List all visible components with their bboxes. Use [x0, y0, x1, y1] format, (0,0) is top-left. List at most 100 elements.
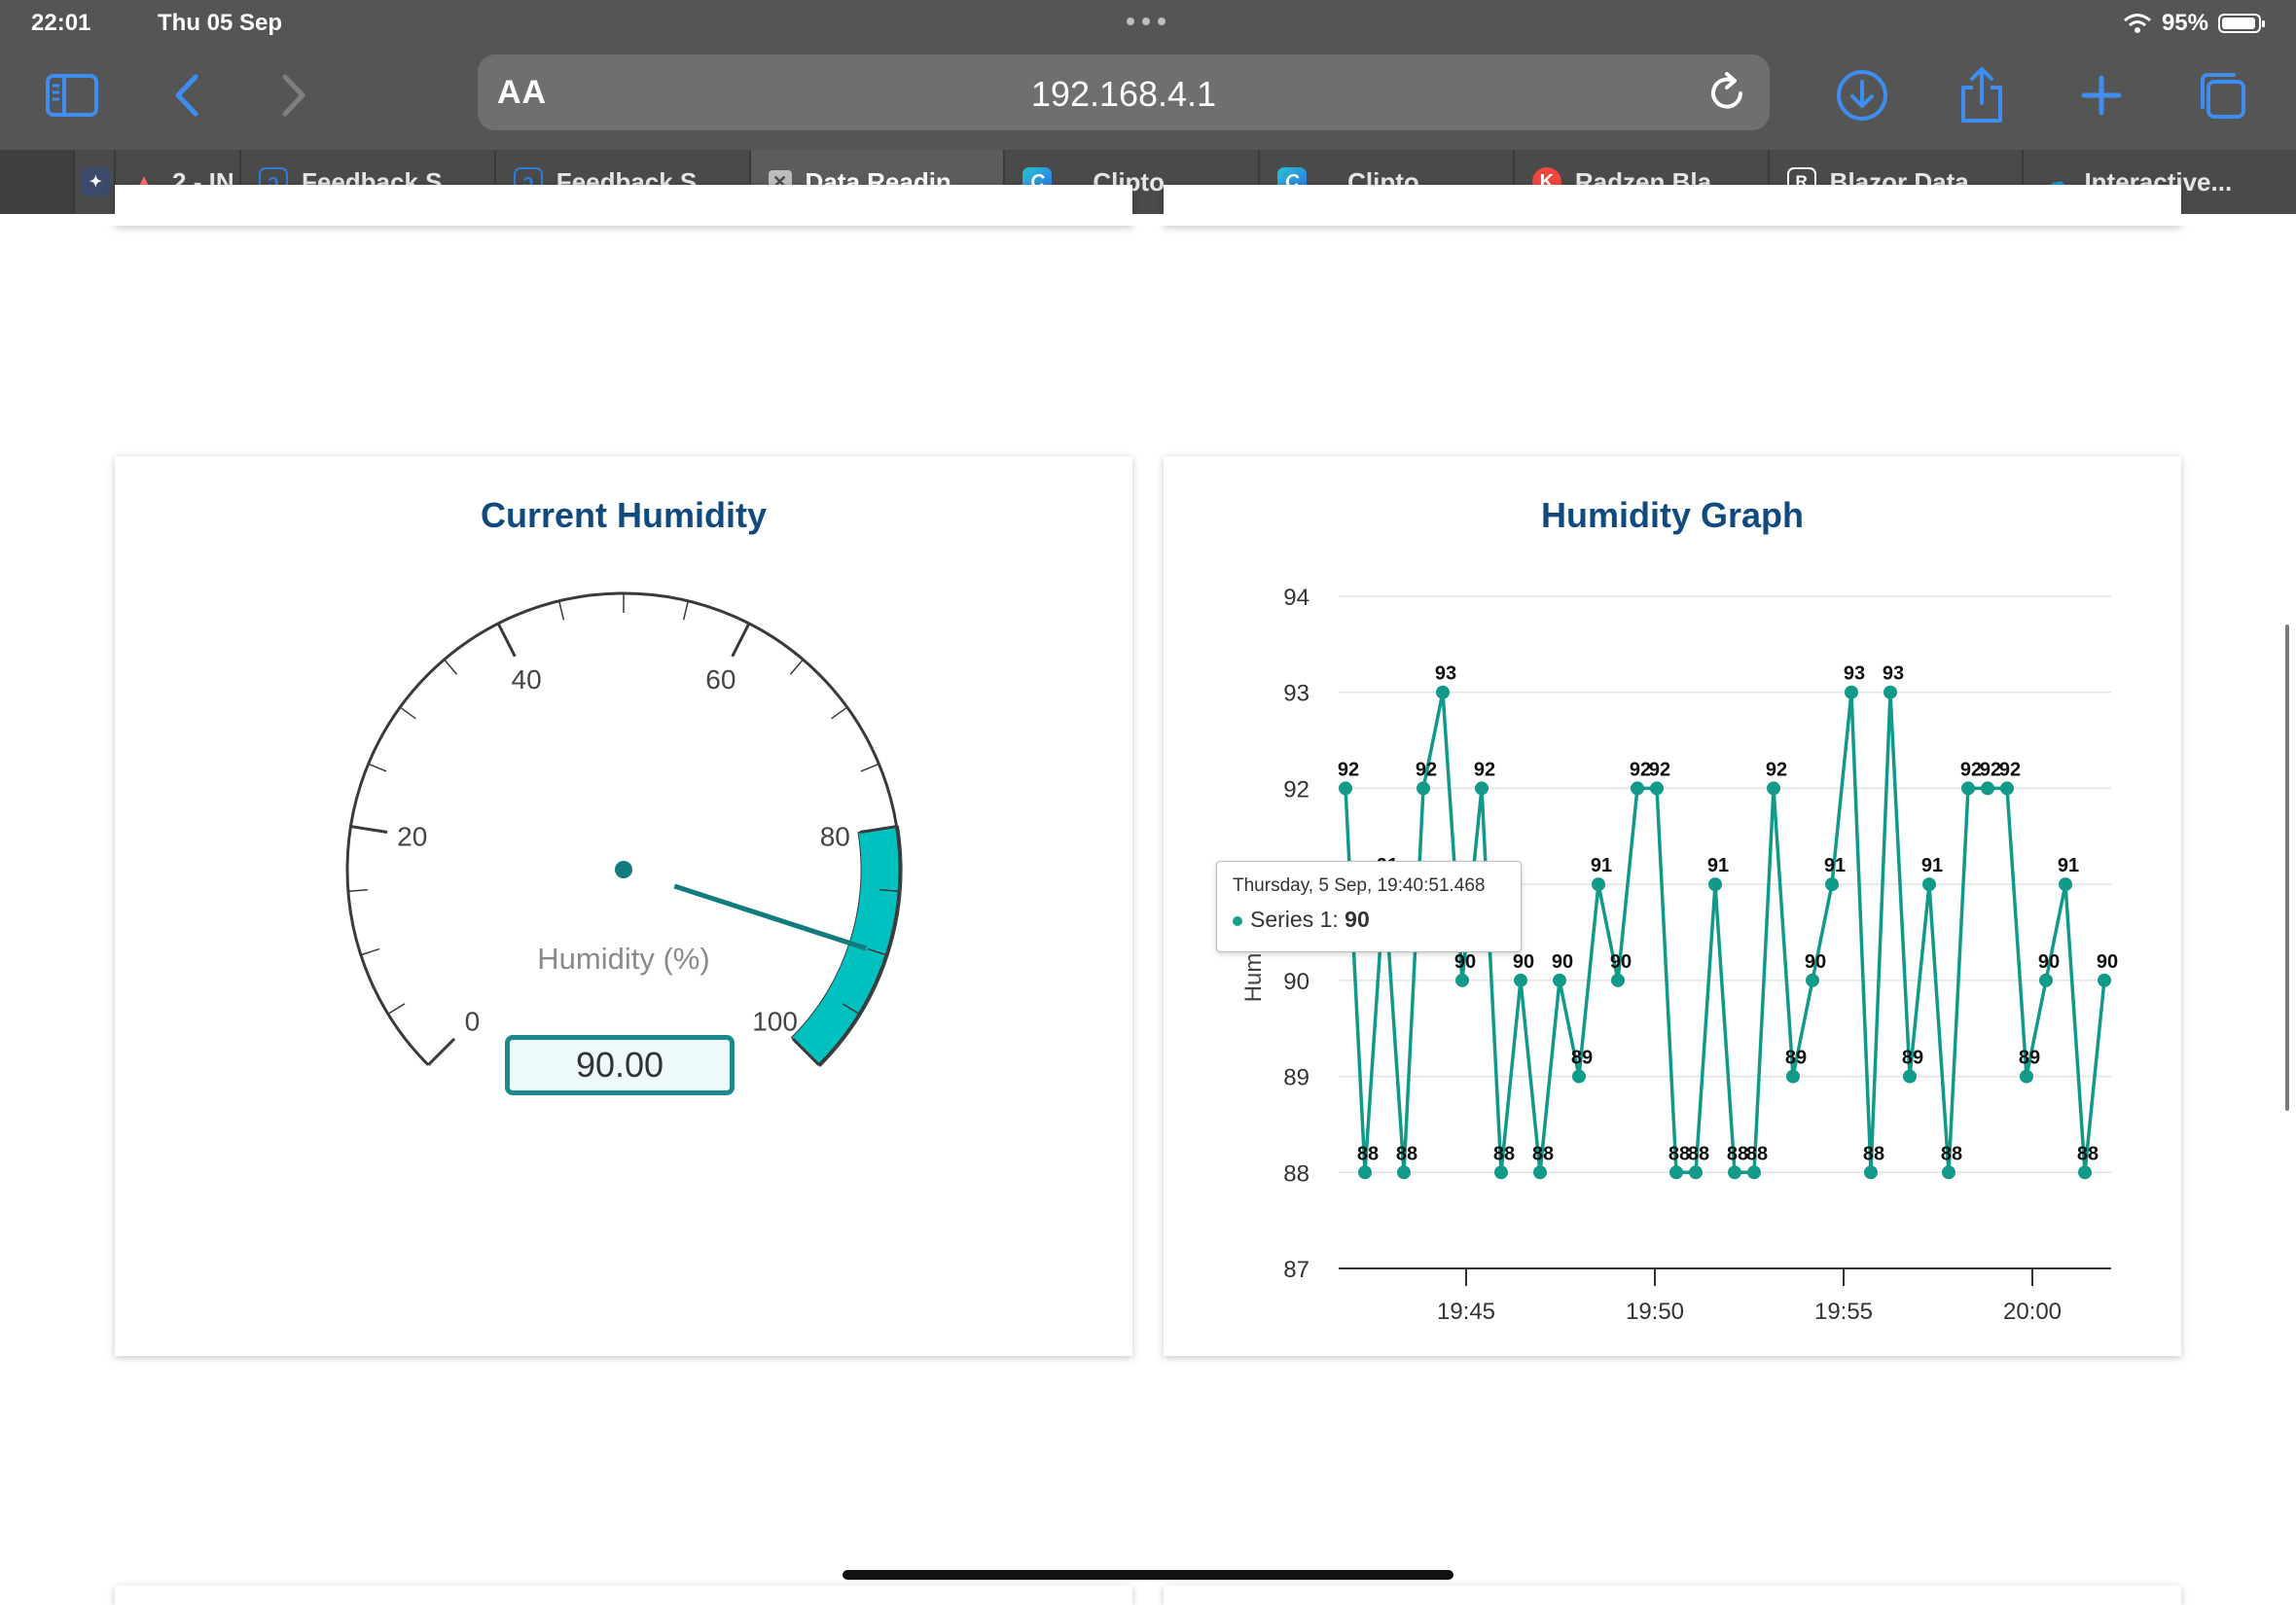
- back-icon[interactable]: [156, 64, 218, 126]
- chart-data-label: 91: [1591, 855, 1612, 876]
- gauge-value-box: 90.00: [505, 1035, 735, 1095]
- share-icon[interactable]: [1951, 64, 2013, 126]
- gauge-minor-tick: [879, 888, 900, 893]
- chart-data-label: 88: [1532, 1143, 1554, 1164]
- chart-data-label: 92: [1766, 759, 1787, 780]
- chart-x-tick-label: 19:50: [1626, 1299, 1684, 1325]
- chart-y-tick-label: 87: [1283, 1257, 1309, 1283]
- chart-data-label: 90: [1513, 951, 1534, 973]
- gauge-tick-label: 100: [752, 1007, 798, 1037]
- chart-data-point: [1747, 1165, 1761, 1180]
- series-dot-icon: [1233, 915, 1242, 926]
- chart-data-label: 89: [1571, 1048, 1593, 1069]
- chart-data-point: [1358, 1165, 1372, 1180]
- chart-data-label: 92: [1474, 759, 1495, 780]
- chart-data-label: 92: [1960, 759, 1982, 780]
- status-bar: 22:01 Thu 05 Sep 95%: [0, 0, 2296, 47]
- chart-data-point: [1475, 781, 1489, 796]
- gauge-major-tick: [859, 825, 897, 834]
- chart-data-point: [1611, 973, 1625, 987]
- forward-icon[interactable]: [263, 64, 325, 126]
- chart-data-label: 93: [1883, 663, 1904, 685]
- gauge-arc: [345, 591, 902, 1066]
- chart-data-point: [1455, 973, 1469, 987]
- chart-data-label: 88: [1941, 1143, 1962, 1164]
- shield-icon: ✦: [81, 167, 111, 196]
- gauge-pivot: [615, 861, 632, 878]
- humidity-gauge-card: Current Humidity 0 20 40 60 80 100 Humidity (%…: [115, 456, 1132, 1356]
- home-indicator[interactable]: [843, 1570, 1453, 1580]
- chart-data-label: 88: [1396, 1143, 1417, 1164]
- chart-data-point: [2098, 973, 2111, 987]
- multitasking-dots-icon[interactable]: [1127, 18, 1166, 25]
- chart-data-point: [1864, 1165, 1878, 1180]
- chart-data-label: 91: [1824, 855, 1846, 876]
- chart-data-label: 91: [2058, 855, 2079, 876]
- status-date: Thu 05 Sep: [158, 10, 283, 36]
- chart-data-point: [1533, 1165, 1547, 1180]
- chart-data-label: 88: [2077, 1143, 2099, 1164]
- gauge-minor-tick: [387, 1003, 406, 1016]
- text-size-button[interactable]: AA: [497, 74, 548, 111]
- chart-y-tick-label: 90: [1283, 969, 1309, 995]
- chart-data-point: [1689, 1165, 1703, 1180]
- tab-pinned[interactable]: ✦: [73, 150, 114, 214]
- chart-y-tick-label: 88: [1283, 1160, 1309, 1187]
- url-text[interactable]: 192.168.4.1: [1030, 74, 1217, 114]
- chart-data-label: 92: [1649, 759, 1670, 780]
- battery-percent: 95%: [2161, 10, 2208, 36]
- chart-x-tick-label: 19:45: [1437, 1299, 1495, 1325]
- gauge-band: [790, 825, 903, 1067]
- page-scrollbar[interactable]: [2285, 624, 2289, 1111]
- gauge-title: Current Humidity: [480, 495, 767, 535]
- chart-data-point: [1903, 1069, 1917, 1084]
- gauge-major-tick: [350, 825, 388, 834]
- chart-data-point: [1845, 685, 1858, 699]
- chart-data-label: 89: [1785, 1048, 1807, 1069]
- chart-data-label: 90: [1805, 951, 1826, 973]
- sidebar-toggle-icon[interactable]: [41, 64, 103, 126]
- chart-data-label: 93: [1844, 663, 1865, 685]
- chart-data-point: [1922, 877, 1936, 892]
- chart-data-point: [1942, 1165, 1955, 1180]
- chart-data-point: [1436, 685, 1450, 699]
- gauge-minor-tick: [867, 947, 887, 956]
- tab-edge: [0, 150, 74, 214]
- chart-data-point: [1397, 1165, 1411, 1180]
- chart-title: Humidity Graph: [1540, 495, 1805, 535]
- chart-tooltip: Thursday, 5 Sep, 19:40:51.468 Series 1: …: [1216, 861, 1522, 952]
- chart-data-label: 92: [1630, 759, 1651, 780]
- humidity-gauge: 0 20 40 60 80 100 Humidity (%): [345, 591, 903, 1067]
- gauge-minor-tick: [347, 888, 368, 893]
- chart-data-point: [1806, 973, 1819, 987]
- reload-icon[interactable]: [1704, 68, 1752, 117]
- gauge-tick-label: 40: [512, 664, 542, 695]
- chart-data-point: [1708, 877, 1722, 892]
- card-partial-bottom-right: [1164, 1586, 2181, 1605]
- tooltip-series-name: Series 1:: [1250, 907, 1339, 932]
- gauge-minor-tick: [368, 763, 387, 772]
- gauge-minor-tick: [443, 659, 458, 675]
- chart-y-tick-label: 89: [1283, 1065, 1309, 1091]
- chart-y-axis-label: Hum: [1240, 953, 1267, 1003]
- address-bar[interactable]: AA 192.168.4.1: [478, 54, 1770, 130]
- tab-overview-icon[interactable]: [2191, 64, 2253, 126]
- gauge-minor-tick: [360, 947, 380, 956]
- gauge-minor-tick: [399, 706, 416, 720]
- new-tab-icon[interactable]: [2070, 64, 2133, 126]
- gauge-major-tick: [427, 1037, 456, 1066]
- humidity-line-chart[interactable]: 87 88 89 90 91 92 93 94 19:45 19:50 19:55 20:00 Hum 9…: [1164, 456, 2181, 1356]
- chart-data-point: [1572, 1069, 1586, 1084]
- download-icon[interactable]: [1831, 64, 1893, 126]
- chart-data-label: 93: [1435, 663, 1456, 685]
- tooltip-value: 90: [1345, 907, 1370, 932]
- gauge-minor-tick: [557, 600, 565, 621]
- chart-data-label: 88: [1746, 1143, 1768, 1164]
- battery-status: 95%: [2123, 10, 2265, 37]
- chart-data-label: 88: [1727, 1143, 1748, 1164]
- chart-data-label: 88: [1688, 1143, 1709, 1164]
- gauge-minor-tick: [860, 763, 879, 772]
- chart-data-label: 88: [1863, 1143, 1884, 1164]
- chart-data-label: 88: [1668, 1143, 1690, 1164]
- chart-x-tick-label: 19:55: [1814, 1299, 1873, 1325]
